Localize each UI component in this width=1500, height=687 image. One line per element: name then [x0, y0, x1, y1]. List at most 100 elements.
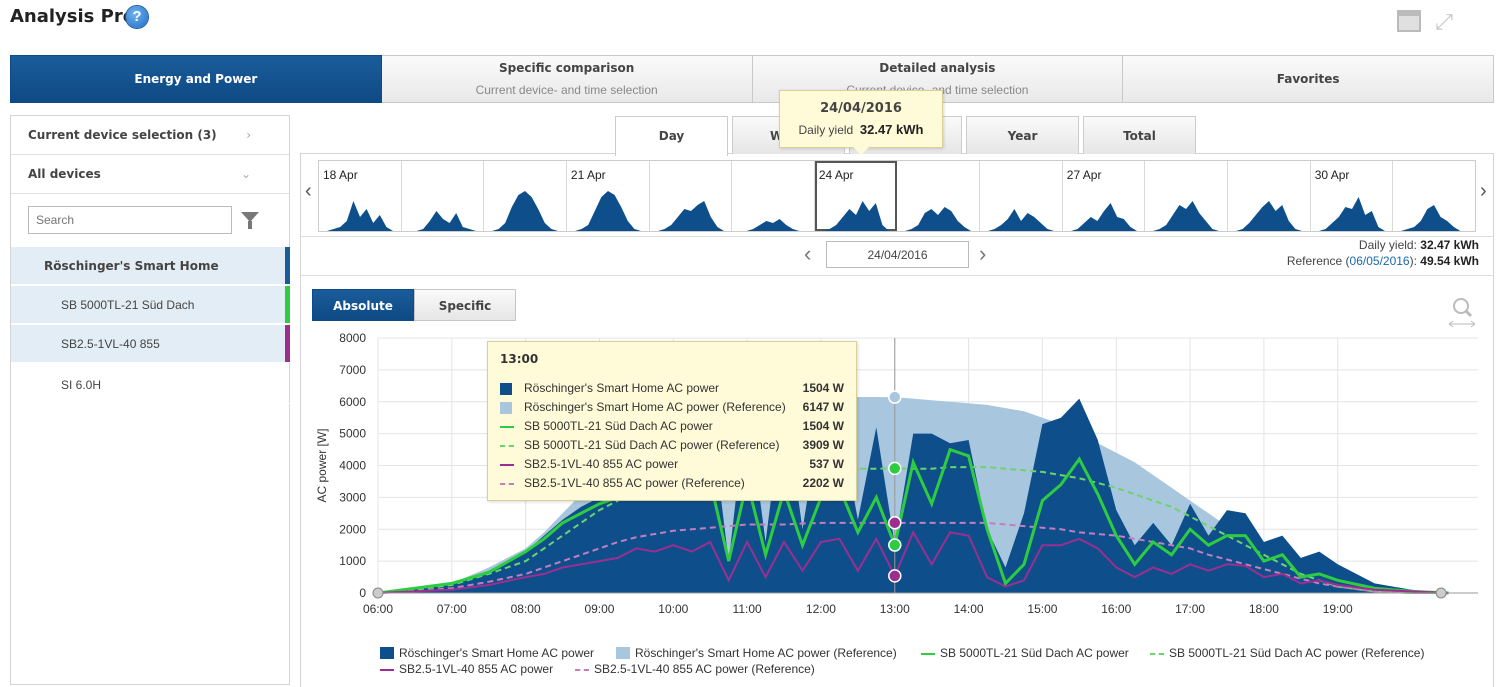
timeline-tooltip: 24/04/2016 Daily yield 32.47 kWh	[779, 90, 943, 155]
y-tick-label: 4000	[339, 459, 366, 473]
timeline-day-sparkline	[897, 207, 980, 231]
y-tick-label: 5000	[339, 427, 366, 441]
timeline-day[interactable]: 24 Apr	[814, 161, 898, 231]
timeline-day-label: 21 Apr	[570, 168, 606, 182]
tooltip-date: 24/04/2016	[820, 101, 902, 116]
tab-specific-comparison[interactable]: Specific comparison Current device- and …	[381, 55, 753, 103]
range-handle-end	[1435, 587, 1447, 599]
tab-year[interactable]: Year	[966, 116, 1079, 154]
tooltip-series-name: SB2.5-1VL-40 855 AC power (Reference)	[524, 476, 745, 490]
timeline-day[interactable]: 27 Apr	[1062, 161, 1146, 231]
timeline-day[interactable]	[1393, 161, 1475, 231]
device-panel: Current device selection (3) › All devic…	[10, 115, 290, 685]
sparkline-area	[1393, 205, 1475, 231]
all-devices[interactable]: All devices ⌄	[11, 155, 289, 194]
timeline-day[interactable]	[1228, 161, 1311, 231]
sparkline-area	[484, 191, 566, 231]
cursor-point	[888, 516, 902, 530]
timeline-day[interactable]: 30 Apr	[1310, 161, 1394, 231]
device-row-sb25[interactable]: SB2.5-1VL-40 855	[11, 325, 290, 363]
device-row-si6[interactable]: SI 6.0H	[11, 366, 290, 404]
reference-date-link[interactable]: 06/05/2016	[1349, 254, 1410, 268]
timeline-day[interactable]: 18 Apr	[319, 161, 402, 231]
tooltip-row: Röschinger's Smart Home AC power 1504 W	[500, 380, 844, 398]
timeline-day-sparkline	[1062, 203, 1145, 231]
device-color-bar	[285, 286, 290, 323]
timeline-day-sparkline	[1145, 201, 1228, 231]
timeline-day[interactable]	[649, 161, 733, 231]
window-layout-icon[interactable]	[1397, 10, 1421, 32]
daily-yield-value: 32.47 kWh	[1420, 238, 1479, 252]
x-tick-label: 09:00	[584, 602, 614, 616]
power-chart[interactable]: 0 1000 2000 3000 4000 5000 6000 7000 8000 06:00 07…	[300, 325, 1494, 625]
device-row-smart-home[interactable]: Röschinger's Smart Home	[11, 247, 290, 285]
sparkline-area	[732, 219, 814, 231]
timeline-next-icon[interactable]: ›	[1480, 180, 1487, 202]
search-input[interactable]	[28, 206, 232, 234]
timeline-day[interactable]: 21 Apr	[566, 161, 650, 231]
timeline-day[interactable]	[897, 161, 981, 231]
specific-button[interactable]: Specific	[414, 289, 516, 321]
sparkline-area	[1310, 197, 1393, 231]
expand-icon[interactable]: ⤢	[1435, 9, 1453, 34]
device-name: SI 6.0H	[61, 378, 102, 392]
tooltip-row: SB 5000TL-21 Süd Dach AC power 1504 W	[500, 418, 844, 436]
sparkline-area	[566, 191, 649, 231]
tab-title: Energy and Power	[134, 72, 258, 86]
timeline-day[interactable]	[980, 161, 1063, 231]
device-color-bar	[285, 325, 290, 362]
timeline-day-label: 27 Apr	[1066, 168, 1102, 182]
timeline-day[interactable]	[732, 161, 815, 231]
timeline-day-sparkline	[732, 219, 814, 231]
cursor-point	[888, 569, 902, 583]
filter-icon[interactable]	[241, 212, 259, 229]
series-line-sb25	[377, 530, 1449, 594]
device-color-bar	[285, 247, 290, 284]
tooltip-series-name: SB2.5-1VL-40 855 AC power	[524, 457, 679, 471]
legend-label: SB2.5-1VL-40 855 AC power (Reference)	[594, 662, 815, 676]
legend-label: SB 5000TL-21 Süd Dach AC power (Referenc…	[1169, 646, 1425, 660]
zoom-icon[interactable]	[1448, 296, 1476, 330]
current-device-selection[interactable]: Current device selection (3) ›	[11, 116, 289, 155]
date-field[interactable]: 24/04/2016	[826, 241, 969, 268]
tab-total[interactable]: Total	[1083, 116, 1196, 154]
tab-energy-and-power[interactable]: Energy and Power	[10, 55, 382, 103]
y-axis-label: AC power [W]	[315, 428, 329, 502]
timeline-day[interactable]	[484, 161, 567, 231]
tab-favorites[interactable]: Favorites	[1123, 55, 1494, 103]
sparkline-area	[1228, 201, 1310, 231]
cursor-point	[888, 538, 902, 552]
timeline-day-sparkline	[1393, 205, 1475, 231]
divider	[300, 236, 1494, 237]
x-tick-label: 18:00	[1249, 602, 1279, 616]
daily-yield-label: Daily yield:	[1358, 238, 1417, 252]
timeline-day[interactable]	[1145, 161, 1229, 231]
tooltip-series-value: 6147 W	[802, 400, 844, 414]
timeline-day[interactable]	[401, 161, 485, 231]
x-tick-label: 08:00	[511, 602, 541, 616]
sparkline-area	[649, 201, 732, 231]
cursor-point	[888, 390, 902, 404]
sparkline-area	[1062, 203, 1145, 231]
device-row-sb5000[interactable]: SB 5000TL-21 Süd Dach	[11, 286, 290, 324]
y-tick-label: 6000	[339, 395, 366, 409]
current-selection-label: Current device selection (3)	[28, 128, 217, 142]
tooltip-series-value: 2202 W	[802, 476, 844, 490]
tooltip-series-name: SB 5000TL-21 Süd Dach AC power (Referenc…	[524, 438, 780, 452]
timeline-day-sparkline	[980, 209, 1062, 231]
tooltip-series-value: 3909 W	[802, 438, 844, 452]
tab-title: Detailed analysis	[879, 61, 996, 75]
prev-day-icon[interactable]: ‹	[804, 241, 812, 266]
next-day-icon[interactable]: ›	[979, 241, 987, 266]
tab-day[interactable]: Day	[615, 116, 728, 156]
help-icon[interactable]: ?	[126, 6, 148, 28]
tooltip-yield-value: 32.47 kWh	[859, 122, 924, 137]
timeline-prev-icon[interactable]: ‹	[305, 180, 312, 202]
chevron-right-icon: ›	[246, 128, 251, 142]
tooltip-series-value: 1504 W	[802, 381, 844, 395]
legend-label: SB 5000TL-21 Süd Dach AC power	[940, 646, 1129, 660]
range-handle-start	[372, 587, 384, 599]
absolute-button[interactable]: Absolute	[312, 289, 414, 321]
device-name: SB2.5-1VL-40 855	[61, 337, 160, 351]
sparkline-area	[980, 209, 1062, 231]
